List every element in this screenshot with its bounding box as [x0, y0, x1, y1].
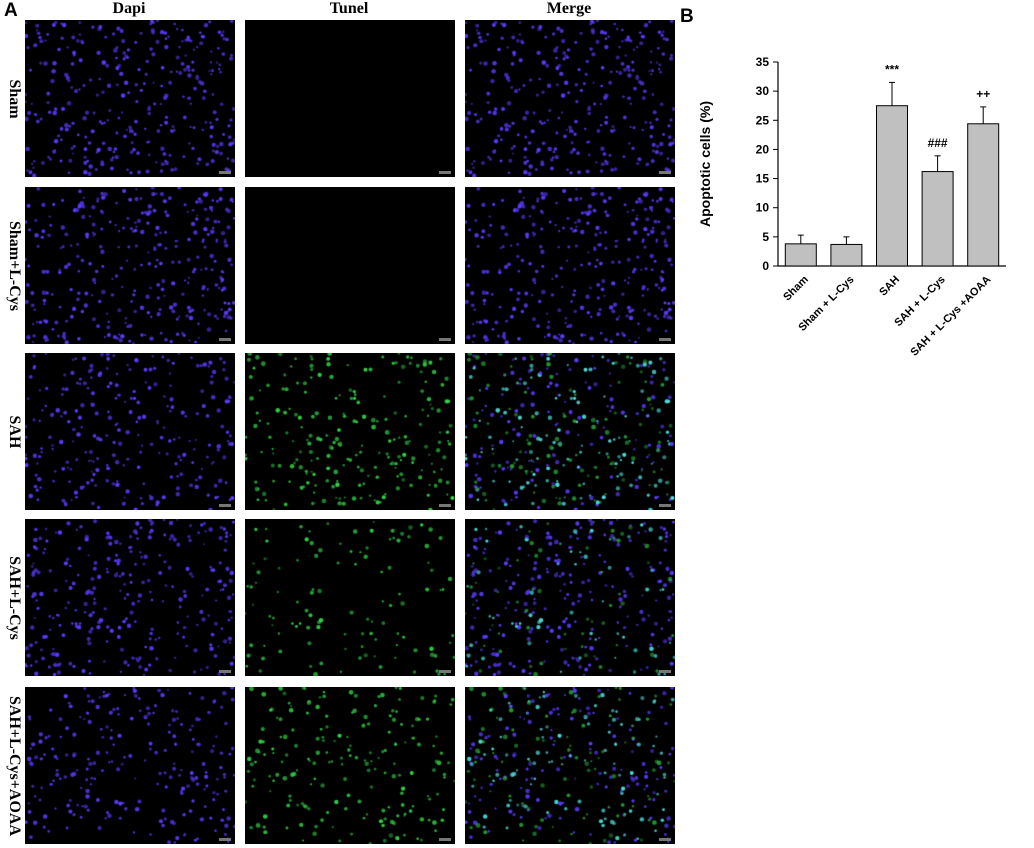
- scale-bar: [219, 670, 231, 673]
- scale-bar: [439, 670, 451, 673]
- row-label-text: Sham: [6, 78, 23, 119]
- column-header-tunel: Tunel: [329, 0, 369, 17]
- scale-bar: [659, 338, 671, 341]
- row-label-text: SAH: [6, 415, 23, 448]
- scale-bar: [439, 171, 451, 174]
- scale-bar: [659, 504, 671, 507]
- micrograph-image: [25, 353, 235, 510]
- micrograph-image: [465, 187, 675, 344]
- micrograph-merge-row-3: [465, 519, 675, 676]
- x-tick-label-4: SAH + L-Cys +AOAA: [908, 274, 993, 359]
- bar-4: [967, 123, 1000, 267]
- x-tick-label-2: SAH: [877, 274, 902, 299]
- scale-bar: [659, 670, 671, 673]
- scale-bar: [219, 171, 231, 174]
- significance-label-2: ***: [885, 62, 899, 76]
- micrograph-image: [25, 519, 235, 676]
- scale-bar: [439, 838, 451, 841]
- y-axis-label: Apoptotic cells (%): [697, 101, 713, 227]
- panel-b-letter: B: [680, 6, 694, 27]
- y-tick-label: 10: [756, 201, 770, 215]
- bar-1: [830, 243, 863, 267]
- x-tick-label-0: Sham: [781, 273, 811, 303]
- micrograph-image: [465, 353, 675, 510]
- row-label-text: Sham+L-Cys: [6, 220, 23, 311]
- panel-a-letter: A: [4, 0, 18, 21]
- micrograph-image: [245, 20, 455, 177]
- micrograph-tunel-row-0: [245, 20, 455, 177]
- micrograph-tunel-row-1: [245, 187, 455, 344]
- micrograph-merge-row-4: [465, 687, 675, 844]
- y-tick-label: 5: [762, 230, 769, 244]
- micrograph-image: [25, 20, 235, 177]
- micrograph-image: [465, 20, 675, 177]
- y-tick-label: 30: [756, 84, 770, 98]
- column-header-merge: Merge: [546, 0, 592, 17]
- scale-bar: [439, 338, 451, 341]
- micrograph-merge-row-0: [465, 20, 675, 177]
- micrograph-image: [245, 187, 455, 344]
- bar-3: [921, 171, 954, 267]
- y-tick-label: 0: [762, 259, 769, 273]
- column-header-dapi: Dapi: [112, 0, 146, 17]
- significance-label-4: ++: [976, 87, 990, 101]
- micrograph-dapi-row-2: [25, 353, 235, 510]
- micrograph-image: [465, 519, 675, 676]
- micrograph-merge-row-1: [465, 187, 675, 344]
- scale-bar: [659, 838, 671, 841]
- micrograph-image: [245, 353, 455, 510]
- scale-bar: [659, 171, 671, 174]
- micrograph-tunel-row-4: [245, 687, 455, 844]
- scale-bar: [439, 504, 451, 507]
- y-tick-label: 25: [756, 113, 770, 127]
- micrograph-image: [245, 687, 455, 844]
- y-tick-label: 15: [756, 172, 770, 186]
- y-tick-label: 20: [756, 142, 770, 156]
- micrograph-tunel-row-3: [245, 519, 455, 676]
- scale-bar: [219, 838, 231, 841]
- scale-bar: [219, 338, 231, 341]
- micrograph-image: [25, 187, 235, 344]
- row-label-text: SAH+L-Cys: [6, 555, 23, 640]
- micrograph-dapi-row-1: [25, 187, 235, 344]
- micrograph-dapi-row-3: [25, 519, 235, 676]
- row-label-text: SAH+L-Cys+AOAA: [6, 695, 23, 836]
- micrograph-dapi-row-4: [25, 687, 235, 844]
- micrograph-merge-row-2: [465, 353, 675, 510]
- micrograph-image: [245, 519, 455, 676]
- scale-bar: [219, 504, 231, 507]
- bar-0: [784, 243, 817, 267]
- significance-label-3: ###: [928, 136, 948, 150]
- micrograph-image: [465, 687, 675, 844]
- micrograph-tunel-row-2: [245, 353, 455, 510]
- micrograph-dapi-row-0: [25, 20, 235, 177]
- bar-2: [876, 105, 908, 267]
- y-tick-label: 35: [756, 55, 770, 69]
- micrograph-image: [25, 687, 235, 844]
